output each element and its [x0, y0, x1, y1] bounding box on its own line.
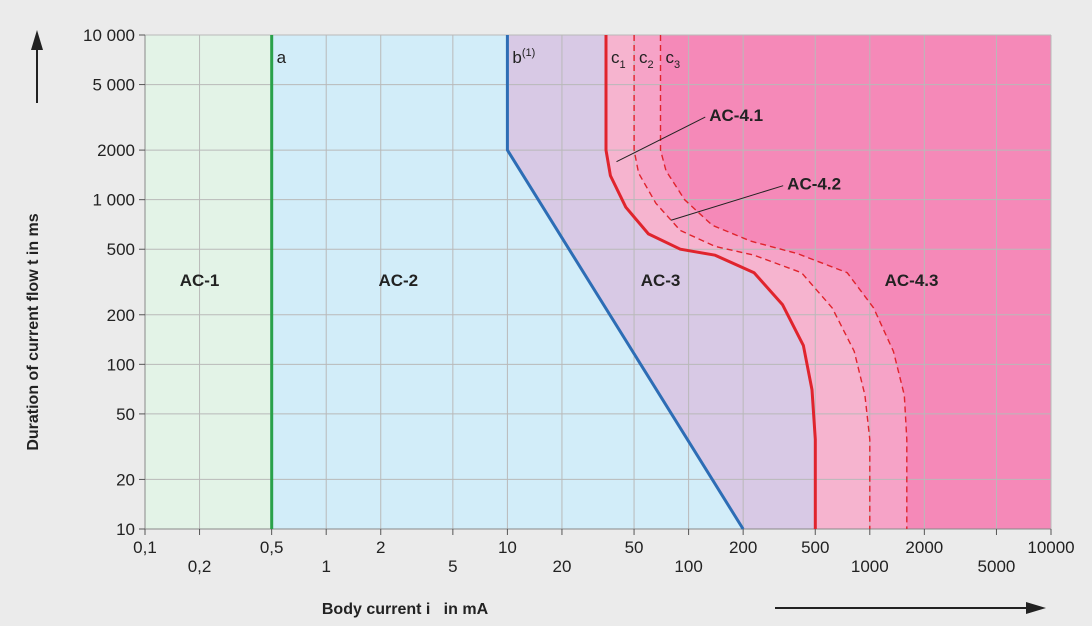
y-axis-arrow-icon — [31, 30, 43, 103]
x-axis-arrow-icon — [775, 602, 1046, 614]
y-tick-label: 1 000 — [92, 191, 135, 210]
y-tick-label: 500 — [107, 240, 135, 259]
x-tick-label: 100 — [674, 557, 702, 576]
x-tick-label: 1000 — [851, 557, 889, 576]
y-tick-labels: 10 20 50 100 200 500 1 000 2000 5 000 10 000 — [83, 26, 135, 539]
x-axis-title: Body current i in mA — [322, 601, 489, 618]
curve-label-c1: c1 — [611, 48, 626, 71]
annotation-leader — [670, 185, 784, 221]
y-axis-title: Duration of current flow t in ms — [25, 213, 42, 450]
x-tick-label: 5000 — [978, 557, 1016, 576]
curve-label-sub: 2 — [648, 59, 654, 71]
y-tick-label: 200 — [107, 306, 135, 325]
y-tick-label: 5 000 — [92, 76, 135, 95]
y-tick-label: 10 000 — [83, 26, 135, 45]
annotation-ac-4-2: AC-4.2 — [787, 175, 841, 194]
y-tick-label: 50 — [116, 405, 135, 424]
curve-label-sup: (1) — [522, 47, 535, 59]
curve-label-name: c — [639, 48, 648, 67]
x-tick-label: 2 — [376, 538, 385, 557]
x-tick-label: 10000 — [1027, 538, 1074, 557]
curve-label-c3: c3 — [666, 48, 681, 71]
x-tick-label: 0,1 — [133, 538, 157, 557]
x-tick-label: 2000 — [905, 538, 943, 557]
x-tick-label: 0,5 — [260, 538, 284, 557]
y-tick-label: 2000 — [97, 141, 135, 160]
zone-label-ac-2: AC-2 — [378, 271, 418, 290]
x-tick-label: 0,2 — [188, 557, 212, 576]
x-tick-label: 500 — [801, 538, 829, 557]
curve-labels: a b(1) c1 c2 c3 — [277, 47, 681, 71]
zone-label-ac-1: AC-1 — [180, 271, 220, 290]
curve-b — [505, 35, 745, 530]
zone-labels: AC-1 AC-2 AC-3 AC-4.3 — [180, 271, 939, 290]
curve-label-sub: 3 — [674, 59, 680, 71]
zone-label-ac-3: AC-3 — [641, 271, 681, 290]
x-tick-labels: 0,1 0,2 0,5 1 2 5 10 20 50 100 200 500 1000 2000 5000 1… — [133, 538, 1074, 576]
zone-label-ac-4-3: AC-4.3 — [885, 271, 939, 290]
curve-label-c2: c2 — [639, 48, 654, 71]
x-tick-label: 50 — [625, 538, 644, 557]
curve-label-a: a — [277, 48, 287, 67]
annotation-leader — [616, 116, 706, 163]
x-tick-label: 10 — [498, 538, 517, 557]
x-tick-label: 200 — [729, 538, 757, 557]
x-tick-label: 5 — [448, 557, 457, 576]
y-tick-label: 20 — [116, 470, 135, 489]
annotations: AC-4.1 AC-4.2 — [616, 106, 841, 221]
y-tick-label: 100 — [107, 355, 135, 374]
x-tick-label: 20 — [552, 557, 571, 576]
zone-fill-ac-1 — [145, 35, 272, 529]
x-tick-label: 1 — [321, 557, 330, 576]
curve-label-name: a — [277, 48, 287, 67]
curve-label-name: c — [611, 48, 620, 67]
curve-label-name: b — [512, 48, 521, 67]
series-lines — [270, 35, 908, 530]
curve-c1 — [604, 35, 817, 529]
curve-label-name: c — [666, 48, 675, 67]
y-tick-label: 10 — [116, 520, 135, 539]
curve-label-sub: 1 — [619, 59, 625, 71]
zone-fill-ac-2 — [145, 35, 744, 529]
annotation-ac-4-1: AC-4.1 — [709, 106, 763, 125]
curve-label-b: b(1) — [512, 47, 535, 67]
